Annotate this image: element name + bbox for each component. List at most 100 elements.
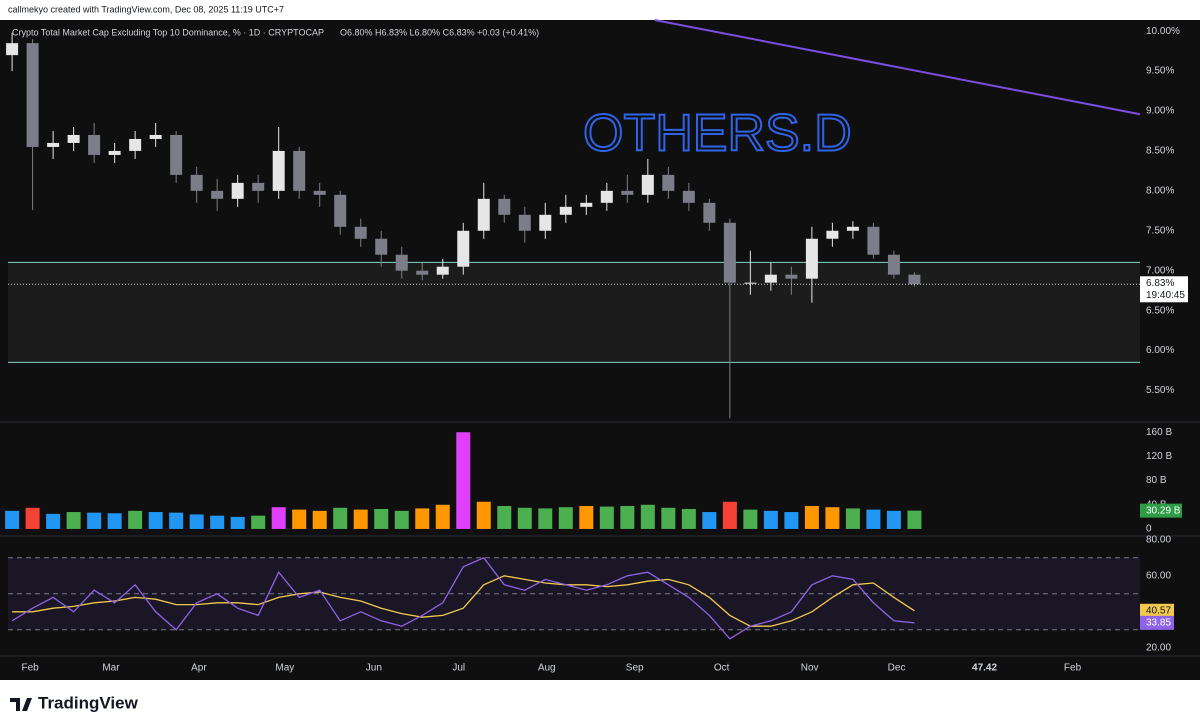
volume-bar [640,504,655,529]
candle-body [108,150,121,155]
candle-body [477,198,490,231]
volume-label-box [1140,503,1182,518]
volume-bar [230,516,245,529]
x-tick-label: May [275,663,294,674]
volume-bar [66,512,81,529]
x-tick-label: Jun [366,663,382,674]
volume-bar [210,515,225,529]
y-tick-label: 8.00% [1146,185,1174,196]
candle-body [26,43,39,147]
x-tick-label: Oct [714,663,730,674]
candle-body [600,190,613,203]
candle-body [170,134,183,175]
volume-bar [353,509,368,529]
candle-body [211,190,224,199]
candle-body [662,174,675,191]
trendline [654,19,1141,116]
candle-body [129,138,142,151]
candle-body [313,190,326,195]
volume-bar [866,509,881,529]
volume-bar [702,512,717,529]
x-tick-label: Jul [452,663,465,674]
y-tick-label: 9.00% [1146,106,1174,117]
x-tick-label: 47.42 [972,663,997,674]
candle-body [272,150,285,191]
y-tick-label: 160 B [1146,427,1172,438]
y-tick-label: 7.00% [1146,265,1174,276]
candle-body [887,254,900,275]
rsi-band [8,557,1140,630]
volume-bar [415,508,430,529]
y-tick-label: 9.50% [1146,66,1174,77]
candle-body [190,174,203,191]
candle-body [539,214,552,231]
candle-body [805,238,818,279]
candle-body [67,134,80,143]
candle-body [6,43,19,56]
volume-bar [784,512,799,529]
y-tick-label: 120 B [1146,451,1172,462]
volume-bar [394,510,409,529]
candle-body [375,238,388,255]
rsi-label-box [1140,615,1174,630]
y-tick-label: 80 B [1146,475,1167,486]
rsi-label: 33.85 [1146,618,1171,629]
y-tick-label: 60.00 [1146,570,1171,581]
candle-body [354,226,367,239]
y-tick-label: 5.50% [1146,385,1174,396]
volume-bar [825,507,840,529]
price-label: 6.83% [1146,278,1174,289]
candle-body [785,274,798,279]
candle-body [334,194,347,227]
logo [10,698,32,711]
y-tick-label: 6.50% [1146,305,1174,316]
rsi-line [12,575,915,627]
annotation: OTHERS.D [583,105,852,163]
candle-body [703,202,716,223]
volume-bar [374,509,389,529]
volume-bar [538,508,553,529]
candle-body [744,282,757,284]
y-tick-label: 6.00% [1146,345,1174,356]
volume-bar [271,507,286,529]
volume-label: 30.29 B [1146,505,1181,516]
header: callmekyo created with TradingView.com, … [8,4,284,14]
volume-bar [456,432,471,529]
rsi-line [11,556,915,640]
candle-body [47,142,60,147]
volume-bar [128,510,143,529]
volume-bar [87,512,102,529]
volume-bar [763,510,778,529]
volume-bar [5,510,20,529]
x-tick-label: Dec [888,663,906,674]
volume-bar [292,509,307,529]
volume-bar [476,501,491,529]
volume-bar [25,507,40,529]
x-tick-label: Feb [22,663,40,674]
candle-body [457,230,470,267]
countdown: 19:40:45 [1146,290,1185,301]
candle-body [498,198,511,215]
volume-bar [435,504,450,529]
symbol-title: Crypto Total Market Cap Excluding Top 10… [12,27,324,37]
candle-body [436,266,449,275]
volume-bar [148,512,163,529]
volume-bar [743,509,758,529]
y-tick-label: 80.00 [1146,534,1171,545]
rsi-label: 40.57 [1146,605,1171,616]
x-tick-label: Apr [191,663,207,674]
volume-bar [620,505,635,529]
volume-bar [189,514,204,529]
candle-body [149,134,162,139]
candle-body [416,270,429,275]
volume-bar [517,507,532,529]
ohlc-legend: O6.80% H6.83% L6.80% C6.83% +0.03 (+0.41… [340,27,539,37]
candle-body [395,254,408,271]
volume-bar [681,509,696,529]
y-tick-label: 7.50% [1146,225,1174,236]
candle-body [518,214,531,231]
volume-bar [46,513,61,529]
volume-bar [579,505,594,529]
